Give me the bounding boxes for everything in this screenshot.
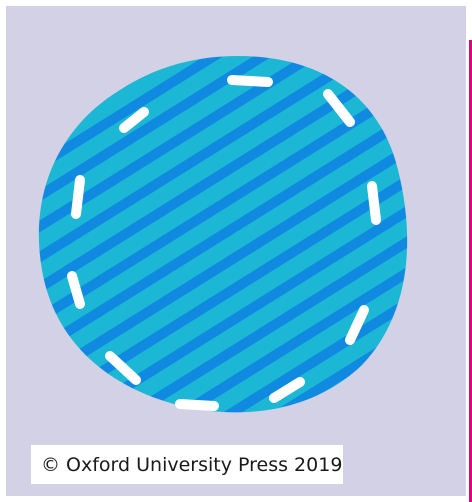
stitch-dash	[269, 377, 305, 403]
copyright-box: © Oxford University Press 2019	[31, 445, 343, 484]
pink-edge-line	[469, 40, 472, 502]
striped-blob-shape	[38, 56, 408, 413]
stitch-dash	[105, 351, 141, 385]
stitch-dash	[367, 181, 381, 225]
stitch-dash	[227, 75, 273, 87]
stitch-dash	[323, 89, 355, 127]
stitch-dash	[119, 107, 149, 133]
stitch-dash	[67, 271, 85, 309]
stitch-dash	[175, 399, 219, 411]
copyright-text: © Oxford University Press 2019	[41, 453, 343, 476]
stitch-dash	[71, 175, 85, 219]
dashed-stitch-outline	[67, 75, 381, 411]
stitch-dash	[345, 305, 369, 345]
